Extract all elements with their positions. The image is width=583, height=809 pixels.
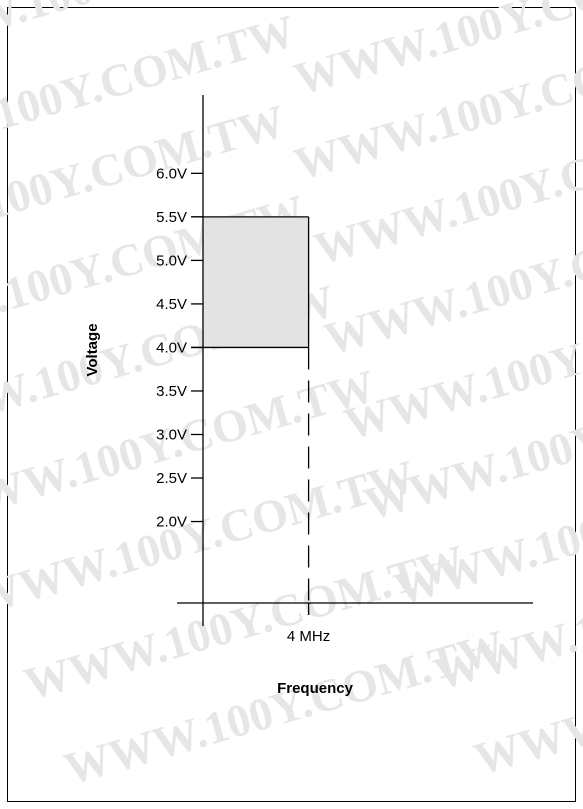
- y-tick-label: 6.0V: [156, 165, 187, 182]
- page-border: [7, 7, 576, 802]
- y-tick-label: 3.5V: [156, 383, 187, 400]
- y-tick-label: 5.5V: [156, 209, 187, 226]
- y-tick-label: 2.0V: [156, 514, 187, 531]
- y-tick-label: 3.0V: [156, 426, 187, 443]
- x-tick-label: 4 MHz: [287, 628, 330, 645]
- plot-layer: 6.0V 5.5V 5.0V 4.5V 4.0V 3.5V 3.0V 2.5V 2.0V 4 MH…: [84, 95, 533, 697]
- y-axis-title: Voltage: [84, 323, 101, 376]
- y-tick-label: 4.0V: [156, 339, 187, 356]
- operating-region: [203, 216, 309, 348]
- y-tick-label: 5.0V: [156, 252, 187, 269]
- x-axis-title: Frequency: [277, 680, 354, 697]
- y-tick-label: 4.5V: [156, 296, 187, 313]
- y-tick-label: 2.5V: [156, 470, 187, 487]
